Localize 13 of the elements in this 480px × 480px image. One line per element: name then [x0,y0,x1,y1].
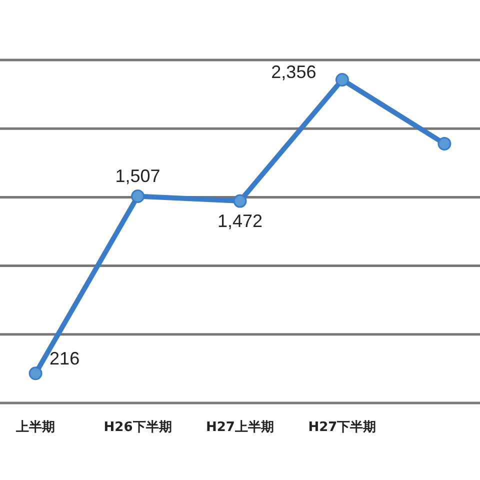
data-label: 216 [50,348,80,368]
data-label: 1,507 [115,166,160,186]
x-tick-label: H27上半期 [206,420,274,435]
data-label: 2,356 [271,62,316,82]
data-label: 1,472 [217,211,263,232]
point [335,73,349,87]
x-tick-label: H27下半期 [308,420,376,435]
point [28,366,42,380]
point [438,136,452,150]
x-tick-label: H26下半期 [104,420,172,435]
x-tick-label: 上半期 [15,420,56,435]
point [131,189,145,203]
point [233,194,247,208]
